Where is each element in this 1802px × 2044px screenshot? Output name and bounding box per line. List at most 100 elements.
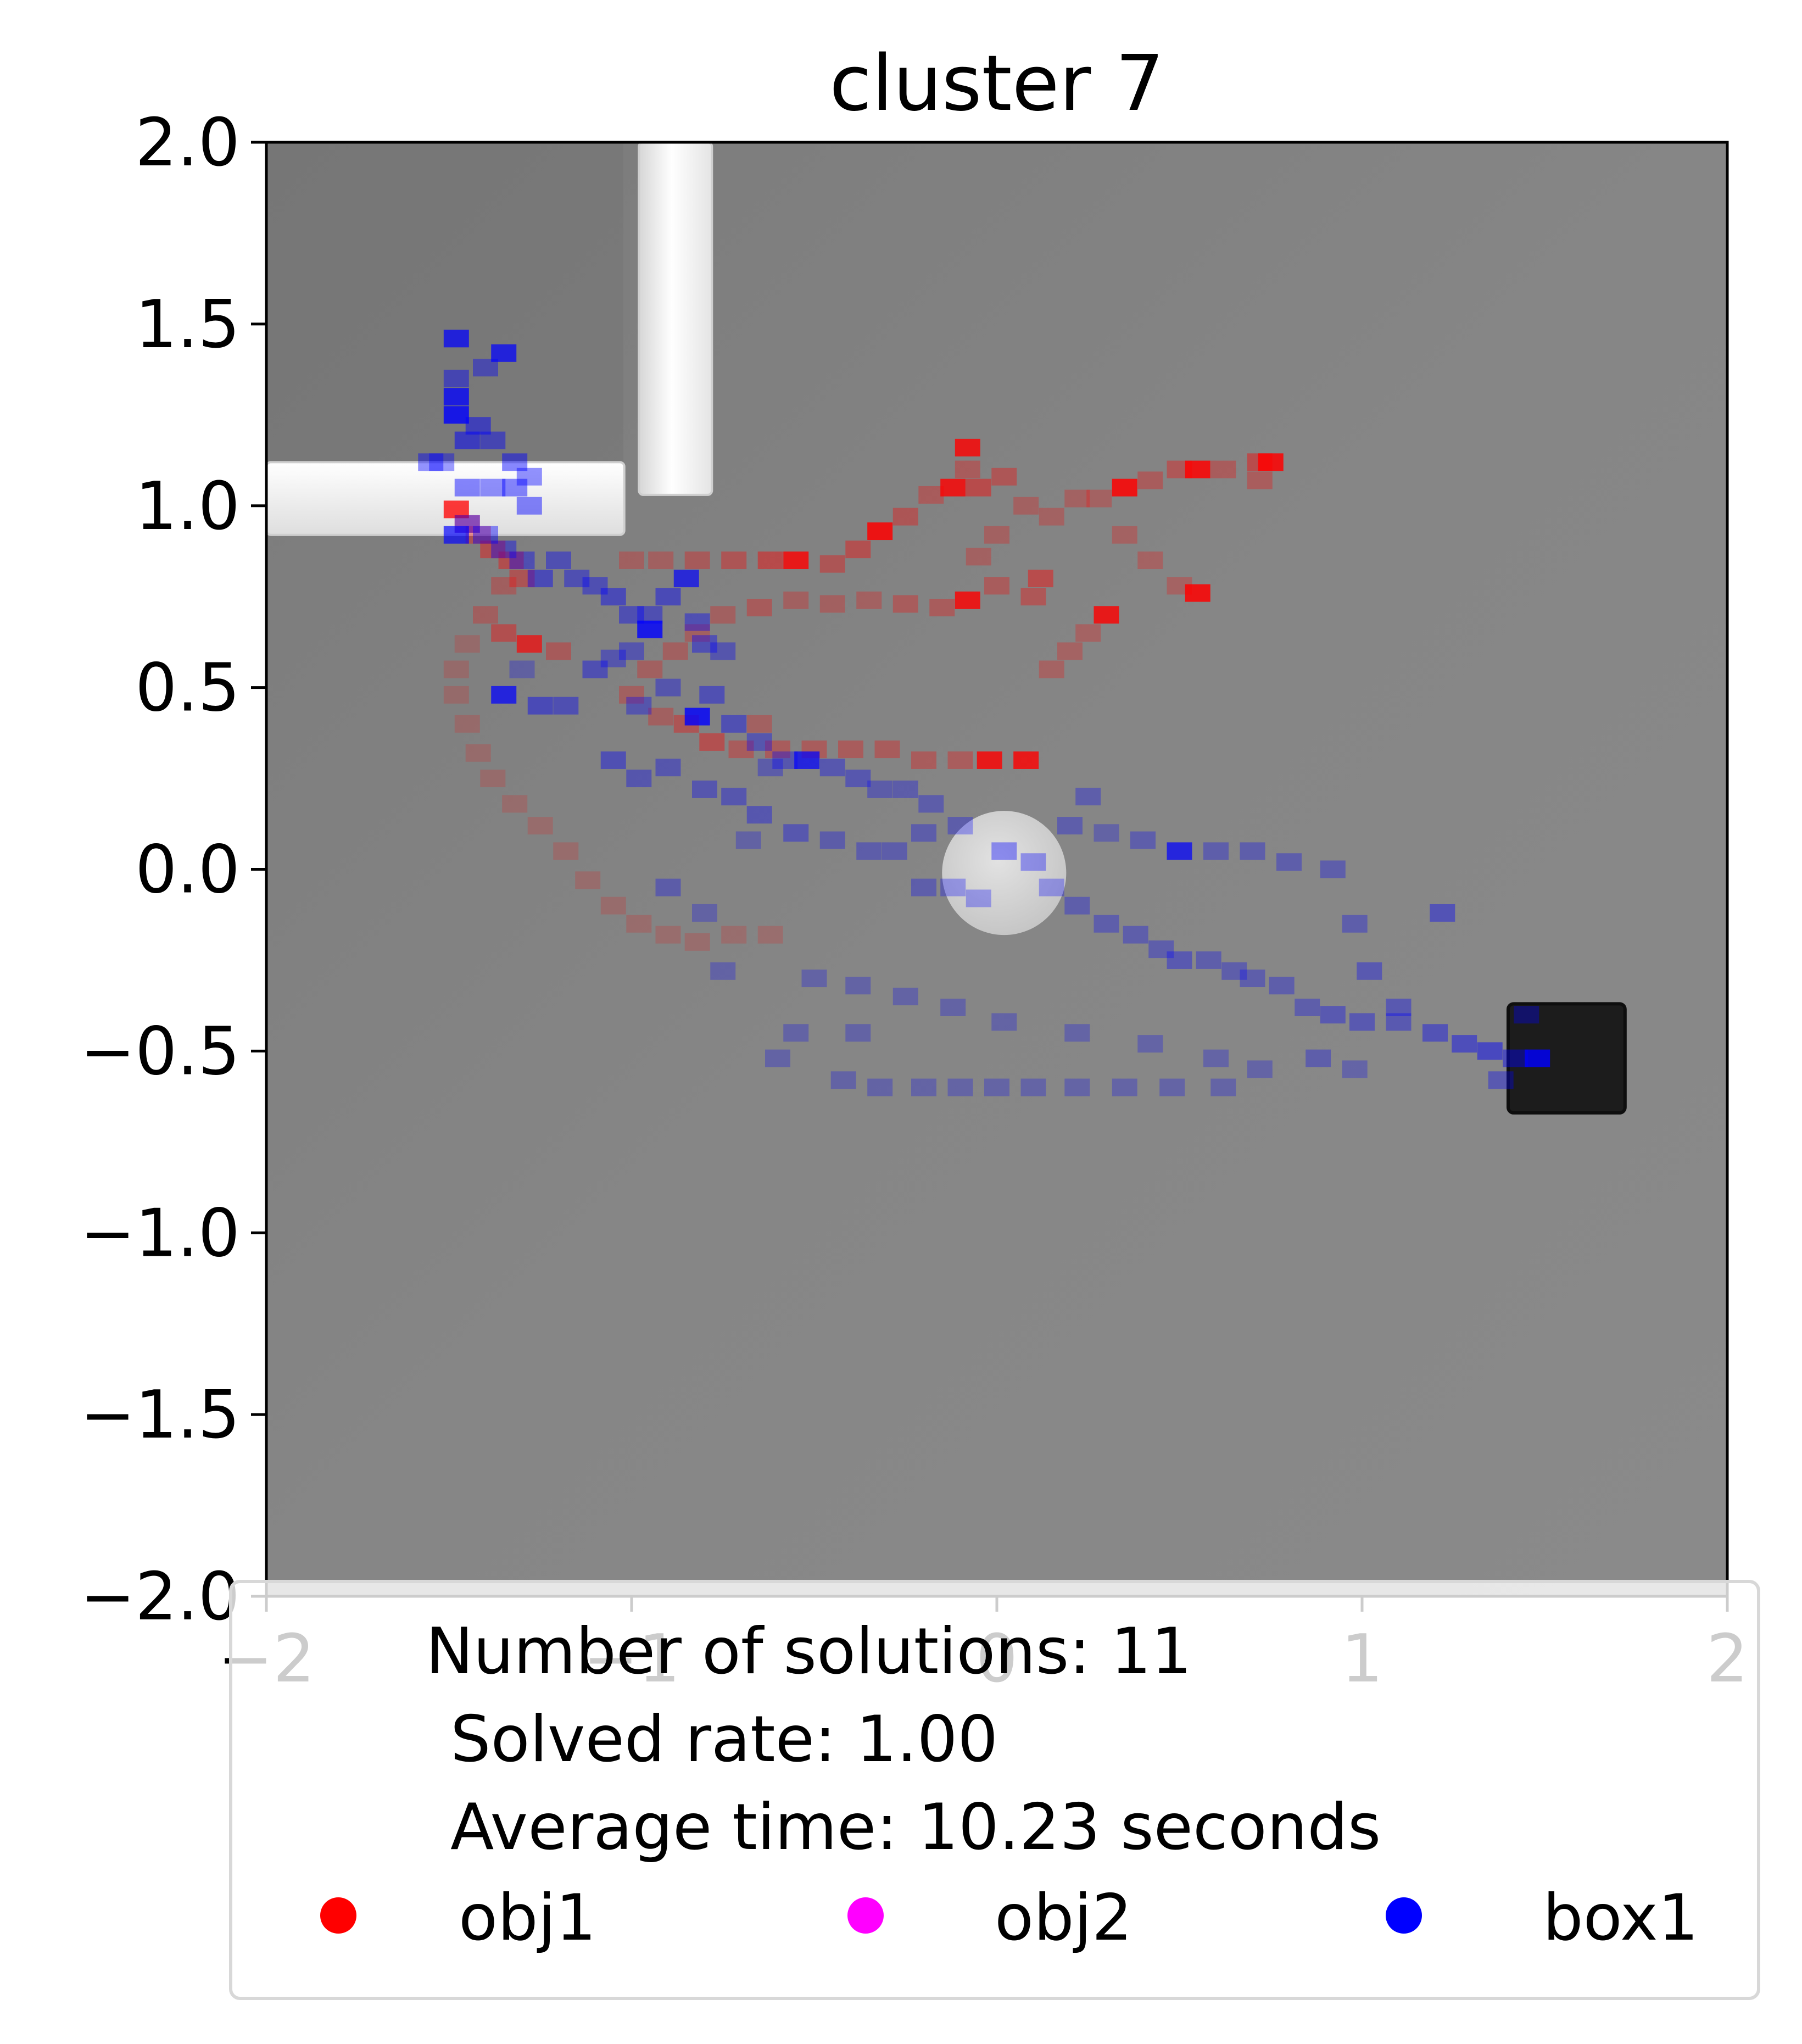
heat-cell-obj1-45 (1064, 489, 1090, 508)
y-tick-label: 0.0 (135, 832, 240, 909)
heat-cell-box1-99 (1306, 1049, 1331, 1067)
heat-cell-box1-98 (1342, 1060, 1368, 1078)
heat-cell-obj1-2 (465, 526, 491, 544)
heat-cell-obj1-51 (1210, 460, 1236, 478)
heat-cell-box1-134 (845, 1024, 871, 1042)
heat-cell-obj1-70 (819, 595, 845, 613)
heat-cell-obj1-55 (1112, 526, 1137, 544)
heat-cell-obj1-6 (491, 577, 517, 595)
heat-cell-obj1-41 (955, 438, 980, 456)
heat-cell-obj1-63 (1028, 570, 1053, 588)
scene-wall-vertical (638, 142, 713, 496)
heat-cell-obj1-20 (575, 871, 601, 889)
heat-cell-box1-91 (1203, 842, 1229, 860)
y-tick-label: −2.0 (80, 1559, 240, 1635)
y-tick-label: −1.0 (80, 1195, 240, 1272)
legend-average-time-line: Average time: 10.23 seconds (450, 1790, 1381, 1864)
heat-cell-box1-9 (502, 453, 528, 471)
heat-cell-obj1-46 (1086, 489, 1112, 508)
heat-cell-box1-133 (1094, 824, 1119, 842)
heat-cell-box1-79 (1269, 977, 1295, 995)
heat-cell-box1-29 (673, 570, 699, 588)
heat-cell-box1-130 (1488, 1071, 1514, 1089)
heat-cell-box1-115 (1020, 1078, 1046, 1096)
heat-cell-box1-122 (692, 904, 717, 922)
heat-cell-box1-65 (911, 878, 936, 896)
heat-cell-obj1-33 (819, 555, 845, 573)
heat-cell-obj1-35 (867, 522, 893, 541)
heat-cell-box1-78 (1240, 970, 1265, 988)
heat-cell-box1-50 (819, 759, 845, 777)
heat-cell-obj1-7 (473, 606, 498, 624)
heat-cell-box1-0 (443, 330, 469, 348)
heat-cell-box1-31 (637, 620, 663, 638)
heat-cell-box1-89 (1167, 842, 1192, 860)
heat-cell-box1-75 (1167, 951, 1192, 969)
heat-cell-box1-116 (1064, 1078, 1090, 1096)
heat-cell-box1-123 (655, 878, 681, 896)
heat-cell-box1-38 (509, 660, 535, 678)
heat-cell-box1-77 (1221, 962, 1247, 980)
heat-cell-obj1-43 (1013, 497, 1039, 515)
heat-cell-obj1-67 (929, 599, 955, 617)
legend-label-box1: box1 (1543, 1881, 1699, 1955)
heat-cell-box1-95 (1342, 915, 1368, 933)
heat-cell-box1-119 (1210, 1078, 1236, 1096)
heat-cell-obj1-31 (757, 552, 783, 570)
heat-cell-obj1-72 (746, 599, 772, 617)
heat-cell-box1-32 (684, 613, 710, 631)
heat-cell-obj1-88 (977, 751, 1002, 769)
heat-cell-obj1-65 (984, 577, 1009, 595)
heat-cell-obj1-91 (984, 526, 1009, 544)
heat-cell-box1-126 (757, 759, 783, 777)
heat-cell-obj1-5 (509, 570, 535, 588)
heat-cell-box1-82 (1349, 1013, 1375, 1031)
heat-cell-box1-55 (600, 751, 626, 769)
heat-cell-obj1-62 (1039, 660, 1064, 678)
heat-cell-obj1-87 (947, 751, 973, 769)
heat-cell-box1-81 (1320, 1006, 1346, 1024)
heat-cell-obj1-19 (553, 842, 579, 860)
heat-cell-obj1-82 (765, 740, 790, 759)
heat-cell-obj1-61 (1057, 642, 1083, 660)
heat-cell-box1-124 (1057, 817, 1083, 835)
heat-cell-obj1-29 (684, 552, 710, 570)
y-axis: 2.0 1.5 1.0 0.5 0.0 −0.5 −1.0 −1.5 −2.0 (80, 105, 266, 1635)
heat-cell-box1-6 (454, 431, 480, 449)
y-tick-label: −0.5 (80, 1013, 240, 1090)
heat-cell-box1-120 (765, 1049, 790, 1067)
heat-cell-obj1-92 (966, 548, 991, 566)
heat-cell-obj1-53 (1258, 453, 1284, 471)
heat-cell-box1-125 (1075, 788, 1101, 806)
heat-cell-box1-61 (783, 824, 809, 842)
heat-cell-box1-57 (655, 759, 681, 777)
heat-cell-box1-127 (735, 831, 761, 849)
heat-cell-box1-73 (1123, 926, 1148, 944)
heat-cell-box1-7 (465, 417, 491, 435)
heat-cell-obj1-11 (454, 635, 480, 653)
heat-cell-box1-51 (845, 770, 871, 788)
heat-cell-box1-35 (619, 642, 644, 660)
heat-cell-box1-14 (480, 478, 506, 497)
heat-cell-obj1-24 (684, 933, 710, 951)
heat-cell-box1-8 (480, 431, 506, 449)
heat-cell-obj1-64 (1020, 588, 1046, 606)
chart-title: cluster 7 (829, 39, 1164, 129)
heat-cell-box1-37 (582, 660, 608, 678)
heat-cell-obj1-58 (1185, 584, 1210, 602)
heat-cell-box1-112 (911, 1078, 936, 1096)
heat-cell-box1-96 (1357, 962, 1382, 980)
heat-cell-obj1-77 (619, 686, 644, 704)
heat-cell-obj1-26 (757, 926, 783, 944)
y-tick-label: −1.5 (80, 1377, 240, 1453)
scene-wall-horizontal (266, 461, 626, 536)
heat-cell-box1-23 (546, 552, 571, 570)
heat-cell-box1-71 (1064, 896, 1090, 915)
heat-cell-obj1-12 (443, 660, 469, 678)
heat-cell-obj1-17 (502, 795, 528, 813)
heat-cell-obj1-22 (626, 915, 652, 933)
legend: Number of solutions: 11 Solved rate: 1.0… (229, 1580, 1760, 2000)
heatmap-cells (418, 330, 1550, 1096)
heat-cell-box1-128 (1430, 904, 1455, 922)
